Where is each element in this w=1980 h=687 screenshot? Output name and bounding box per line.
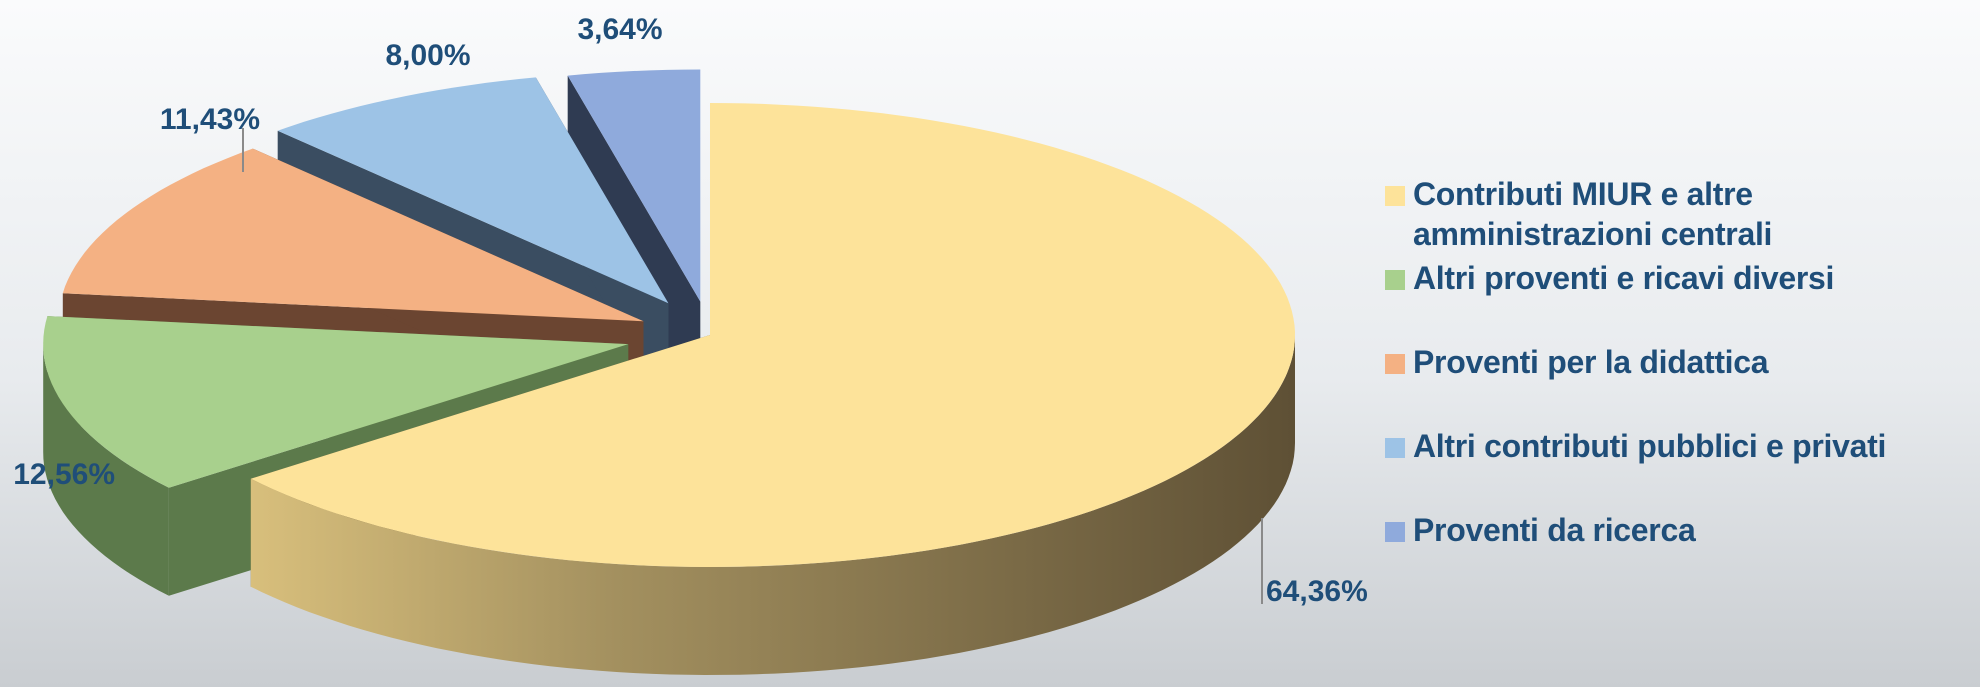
slice-side-altri-proventi-0 <box>43 344 169 596</box>
legend-swatch-altri-proventi <box>1385 270 1405 290</box>
slice-top-proventi-didattica <box>62 148 644 322</box>
legend: Contributi MIUR e altre amministrazioni … <box>1385 174 1980 550</box>
legend-label-contributi-miur: Contributi MIUR e altre amministrazioni … <box>1413 176 1773 252</box>
slice-contributi-miur <box>250 103 1295 675</box>
legend-swatch-contributi-miur <box>1385 186 1405 206</box>
legend-item-contributi-miur: Contributi MIUR e altre amministrazioni … <box>1385 174 1980 258</box>
legend-swatch-proventi-ricerca <box>1385 522 1405 542</box>
legend-swatch-proventi-didattica <box>1385 354 1405 374</box>
slice-top-altri-contributi <box>277 77 669 304</box>
legend-label-proventi-ricerca: Proventi da ricerca <box>1413 512 1696 548</box>
data-label-altri-contributi: 8,00% <box>385 39 470 72</box>
data-label-altri-proventi: 12,56% <box>13 458 115 491</box>
legend-item-proventi-didattica: Proventi per la didattica <box>1385 342 1980 426</box>
slice-top-altri-proventi <box>43 316 629 488</box>
slice-side-contributi-miur-0 <box>250 335 1295 675</box>
data-label-contributi-miur: 64,36% <box>1266 575 1368 608</box>
data-label-proventi-didattica: 11,43% <box>160 103 260 136</box>
legend-label-altri-proventi: Altri proventi e ricavi diversi <box>1413 260 1835 296</box>
legend-item-proventi-ricerca: Proventi da ricerca <box>1385 510 1980 550</box>
legend-swatch-altri-contributi <box>1385 438 1405 458</box>
legend-label-proventi-didattica: Proventi per la didattica <box>1413 344 1769 380</box>
legend-label-altri-contributi: Altri contributi pubblici e privati <box>1413 428 1887 464</box>
data-label-proventi-ricerca: 3,64% <box>577 13 662 46</box>
legend-item-altri-proventi: Altri proventi e ricavi diversi <box>1385 258 1980 342</box>
legend-item-altri-contributi: Altri contributi pubblici e privati <box>1385 426 1980 510</box>
slice-top-contributi-miur <box>250 103 1295 567</box>
slice-top-proventi-ricerca <box>567 69 701 302</box>
